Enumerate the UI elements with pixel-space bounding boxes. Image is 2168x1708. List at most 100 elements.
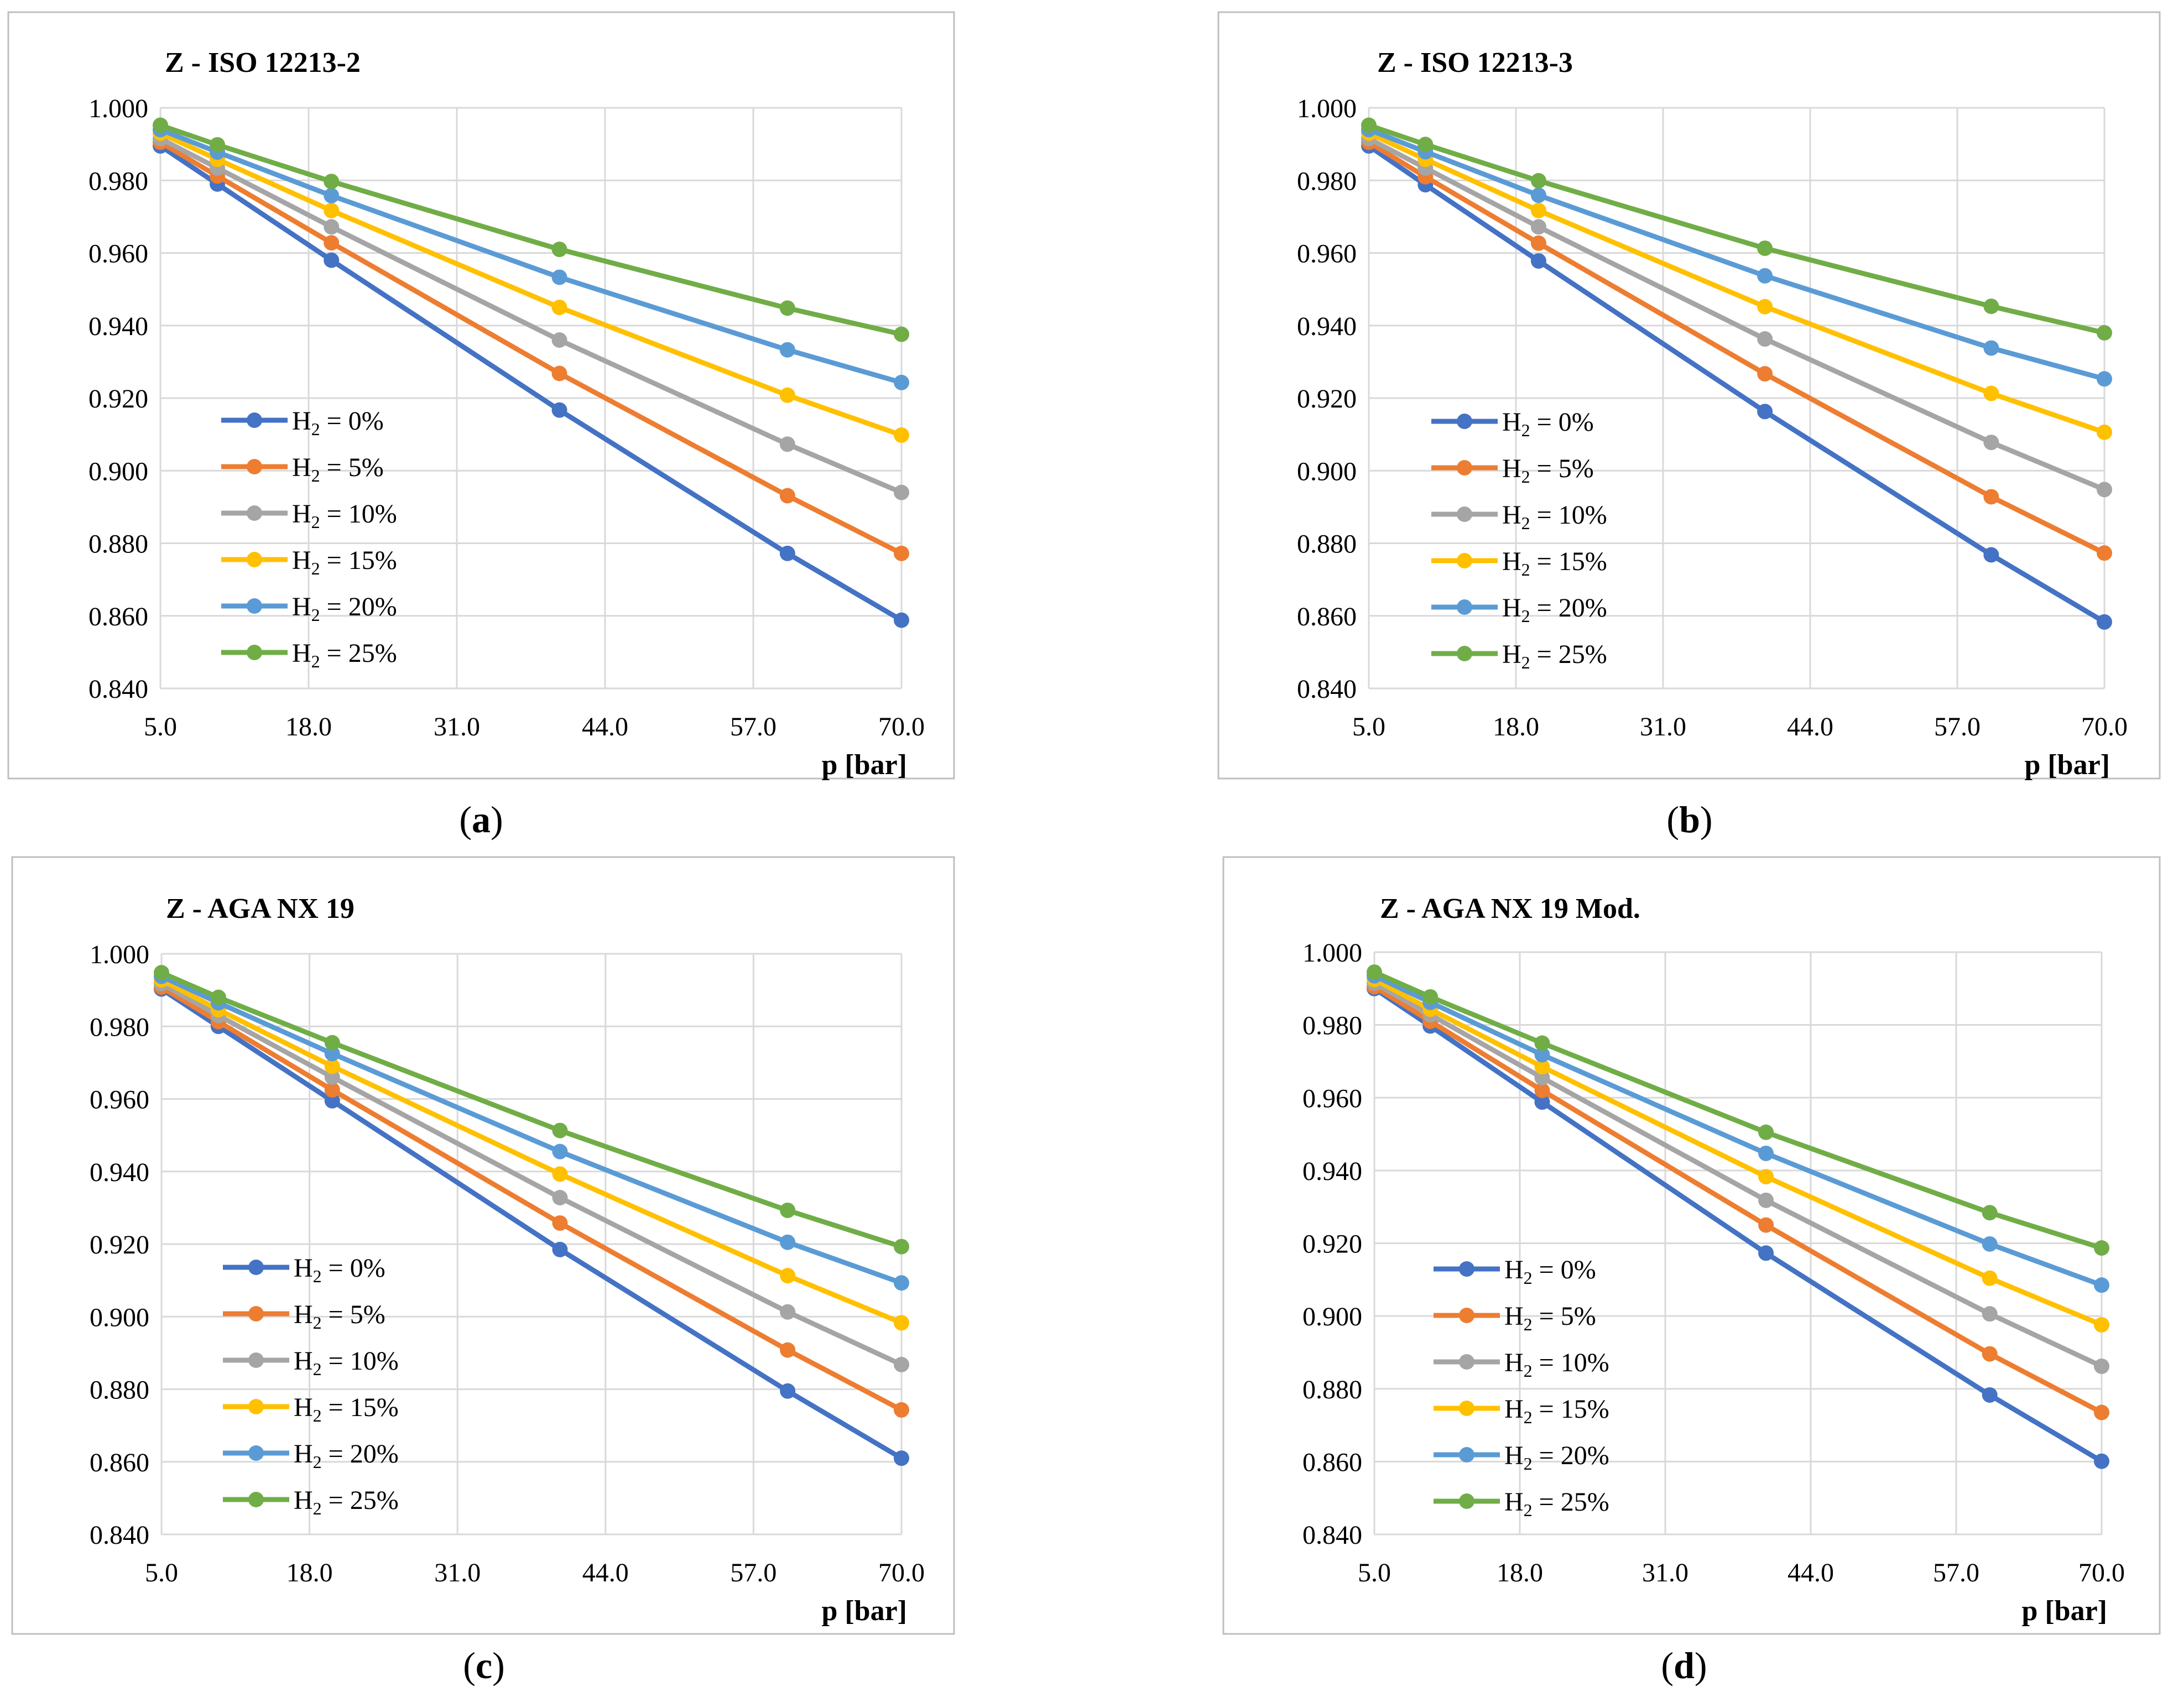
legend-label-subscript: 2 xyxy=(1524,1268,1533,1288)
caption-letter: d xyxy=(1674,1644,1695,1686)
series-line-h2-15 xyxy=(159,130,903,438)
data-point xyxy=(1982,1346,1998,1362)
y-tick-label: 0.840 xyxy=(1297,675,1357,704)
legend-label: H2 = 15% xyxy=(1504,1394,1609,1427)
legend: H2 = 0%H2 = 5%H2 = 10%H2 = 15%H2 = 20%H2… xyxy=(1431,408,1607,672)
chart-frame xyxy=(1217,11,2161,780)
x-tick-label: 57.0 xyxy=(1934,712,1981,741)
data-point xyxy=(324,252,340,268)
data-point xyxy=(2094,1277,2109,1293)
legend-label: H2 = 5% xyxy=(294,1300,385,1333)
x-axis-label: p [bar] xyxy=(2021,1595,2107,1627)
data-point xyxy=(551,365,567,382)
legend-label-prefix: H xyxy=(292,453,311,482)
legend-label: H2 = 10% xyxy=(292,499,397,532)
y-tick-label: 0.840 xyxy=(90,1521,149,1550)
legend-marker xyxy=(248,1399,264,1414)
legend-marker xyxy=(1457,646,1472,661)
legend-label-subscript: 2 xyxy=(1521,467,1530,487)
data-point xyxy=(1983,547,1999,563)
legend-label-prefix: H xyxy=(1504,1487,1524,1517)
legend-label-suffix: = 5% xyxy=(1530,454,1594,483)
y-tick-label: 0.980 xyxy=(88,166,148,196)
data-point xyxy=(779,342,795,358)
data-point xyxy=(324,219,340,235)
caption-close-paren: ) xyxy=(1700,798,1713,840)
x-tick-label: 57.0 xyxy=(730,1558,776,1587)
y-tick-label: 0.920 xyxy=(90,1230,149,1260)
series-line-h2-25 xyxy=(1373,970,2103,1251)
caption-open-paren: ( xyxy=(1661,1644,1674,1686)
legend-marker xyxy=(1459,1401,1474,1416)
data-point xyxy=(210,989,226,1005)
legend-label-suffix: = 0% xyxy=(1530,408,1594,437)
legend-label-prefix: H xyxy=(1504,1348,1524,1377)
data-point xyxy=(153,117,168,133)
data-point xyxy=(1757,404,1773,420)
series-line-h2-0 xyxy=(1367,144,2106,624)
legend-item: H2 = 25% xyxy=(221,639,397,671)
series-line-h2-10 xyxy=(1373,980,2103,1369)
legend-label: H2 = 5% xyxy=(1502,454,1594,487)
series-line-h2-25 xyxy=(1368,123,2106,336)
data-point xyxy=(2097,424,2112,440)
y-tick-label: 1.000 xyxy=(1302,938,1362,968)
chart-frame xyxy=(11,856,955,1635)
legend-label-subscript: 2 xyxy=(1524,1407,1533,1427)
legend-label-prefix: H xyxy=(294,1346,313,1376)
legend-label: H2 = 15% xyxy=(294,1393,399,1425)
series-line-h2-20 xyxy=(159,127,903,385)
legend-label: H2 = 20% xyxy=(1502,593,1607,626)
y-tick-label: 0.920 xyxy=(88,384,148,414)
legend-marker xyxy=(247,459,262,474)
x-tick-label: 5.0 xyxy=(1358,1558,1391,1587)
x-tick-label: 5.0 xyxy=(1352,712,1385,741)
caption-close-paren: ) xyxy=(491,798,503,840)
legend-item: H2 = 10% xyxy=(1431,500,1607,533)
legend-label-subscript: 2 xyxy=(313,1452,322,1472)
data-point xyxy=(552,1241,568,1257)
data-point xyxy=(1530,173,1546,189)
legend-item: H2 = 20% xyxy=(1434,1441,1609,1474)
data-point xyxy=(894,612,909,628)
legend-label-suffix: = 25% xyxy=(322,1486,399,1515)
legend-item: H2 = 20% xyxy=(221,592,397,625)
legend-label-prefix: H xyxy=(294,1253,313,1283)
legend-marker xyxy=(248,1492,264,1507)
legend-label-suffix: = 0% xyxy=(1533,1255,1596,1284)
data-point xyxy=(324,1069,340,1085)
y-tick-label: 0.980 xyxy=(90,1012,149,1042)
data-point xyxy=(779,545,795,561)
y-tick-label: 0.940 xyxy=(1297,312,1357,341)
legend-label: H2 = 10% xyxy=(294,1346,399,1379)
legend-marker xyxy=(247,412,262,428)
y-tick-label: 0.880 xyxy=(1297,530,1357,559)
legend-label-subscript: 2 xyxy=(1524,1314,1533,1334)
series-line-h2-5 xyxy=(160,985,903,1412)
y-tick-label: 0.960 xyxy=(1297,239,1357,269)
legend-label-suffix: = 15% xyxy=(320,546,397,575)
x-tick-label: 44.0 xyxy=(1787,1558,1834,1587)
y-tick-label: 0.860 xyxy=(90,1448,149,1477)
data-point xyxy=(894,1402,909,1418)
data-point xyxy=(324,1035,340,1051)
chart-panel-c: 0.840 0.860 0.880 0.900 0.920 0.940 0.960 0.980… xyxy=(11,856,955,1686)
data-point xyxy=(1530,235,1546,251)
y-tick-label: 0.900 xyxy=(1302,1302,1362,1331)
y-tick-label: 0.880 xyxy=(1302,1375,1362,1404)
x-tick-label: 44.0 xyxy=(582,712,628,741)
legend-item: H2 = 25% xyxy=(1431,640,1607,672)
data-point xyxy=(2094,1404,2109,1420)
legend-label-prefix: H xyxy=(1502,593,1521,623)
legend-label-prefix: H xyxy=(294,1393,313,1422)
legend-label-prefix: H xyxy=(294,1300,313,1329)
series-line-h2-0 xyxy=(160,986,903,1461)
legend-marker xyxy=(1459,1354,1474,1370)
data-point xyxy=(324,1093,340,1109)
legend-label-prefix: H xyxy=(1502,454,1521,483)
data-point xyxy=(2097,545,2112,561)
legend-item: H2 = 20% xyxy=(223,1439,399,1472)
legend-label-subscript: 2 xyxy=(311,466,320,485)
series-line-h2-10 xyxy=(1367,136,2106,492)
data-point xyxy=(1361,117,1377,133)
